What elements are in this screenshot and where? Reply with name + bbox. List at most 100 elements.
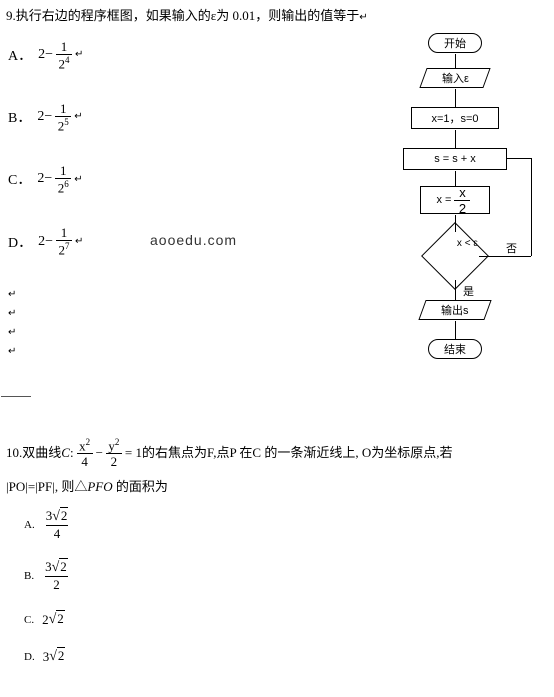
fc-init: x=1，s=0 bbox=[411, 107, 499, 129]
fc-edge bbox=[455, 54, 456, 68]
q9-number: 9. bbox=[6, 8, 16, 23]
fc-end-label: 结束 bbox=[444, 341, 466, 357]
opt-frac: 126 bbox=[55, 164, 71, 194]
q10-frac1: x2 4 bbox=[77, 438, 93, 468]
fc-halve-num: x bbox=[459, 186, 466, 199]
opt-label: A. bbox=[24, 519, 35, 531]
divider-rule bbox=[1, 396, 31, 397]
q10-curve: C bbox=[61, 441, 70, 464]
q10-line2: |PO|=|PF|, 则△PFO 的面积为 bbox=[6, 476, 546, 495]
den: 2 bbox=[53, 578, 60, 591]
num: 1 bbox=[61, 40, 68, 53]
fc-halve: x = x 2 bbox=[420, 186, 490, 214]
opt-frac: 32 4 bbox=[46, 509, 69, 540]
question-10: 10. 双曲线 C : x2 4 − y2 2 = 1 的右焦点为F,点P 在C… bbox=[6, 438, 546, 685]
fc-input-label: 输入ε bbox=[442, 70, 469, 86]
frac2-num: y2 bbox=[108, 438, 119, 452]
radicand: 2 bbox=[60, 507, 69, 523]
num: 32 bbox=[45, 560, 68, 575]
q9-text: 执行右边的程序框图，如果输入的ε为 0.01，则输出的值等于 bbox=[16, 8, 359, 23]
q10-option: B.322 bbox=[24, 560, 546, 591]
return-marker: ↵ bbox=[74, 174, 82, 185]
fc-edge-no bbox=[531, 158, 532, 256]
fc-input: 输入ε bbox=[419, 68, 490, 88]
den: 26 bbox=[58, 180, 69, 194]
expr-prefix: 2− bbox=[37, 171, 52, 187]
fc-edge-no bbox=[479, 256, 531, 257]
q10-option: A. 32 4 bbox=[24, 509, 546, 540]
opt-label: C． bbox=[8, 169, 31, 189]
fc-output-label: 输出s bbox=[441, 302, 469, 318]
expr-prefix: 2− bbox=[38, 234, 53, 250]
opt-frac: 127 bbox=[56, 226, 72, 256]
fc-edge bbox=[455, 130, 456, 148]
sqrt: 2 bbox=[49, 648, 65, 665]
fc-no-label: 否 bbox=[506, 240, 517, 256]
minus: − bbox=[96, 441, 103, 464]
den: 24 bbox=[59, 56, 70, 70]
num: 32 bbox=[46, 509, 69, 524]
frac2-den: 2 bbox=[111, 455, 118, 468]
exp: 2 bbox=[115, 437, 120, 447]
num: 1 bbox=[61, 226, 68, 239]
fc-cond-label: x < ε bbox=[444, 238, 490, 249]
num: 1 bbox=[60, 102, 67, 115]
q10-stem: 10. 双曲线 C : x2 4 − y2 2 = 1 的右焦点为F,点P 在C… bbox=[6, 438, 546, 468]
frac1-den: 4 bbox=[81, 455, 88, 468]
opt-frac: 322 bbox=[45, 560, 68, 591]
watermark: aooedu.com bbox=[150, 232, 237, 248]
radicand: 2 bbox=[56, 610, 65, 626]
sqrt: 2 bbox=[49, 611, 65, 628]
fc-end: 结束 bbox=[428, 339, 482, 359]
den: 4 bbox=[54, 527, 61, 540]
triangle-label: PFO bbox=[87, 479, 112, 494]
fc-edge bbox=[455, 321, 456, 339]
fc-edge bbox=[455, 171, 456, 186]
expr-prefix: 2− bbox=[38, 47, 53, 63]
fc-start: 开始 bbox=[428, 33, 482, 53]
fc-yes-label: 是 bbox=[463, 283, 474, 299]
fc-cond: x < ε bbox=[431, 232, 479, 280]
sqrt: 2 bbox=[52, 509, 68, 524]
radicand: 2 bbox=[59, 558, 68, 574]
eq: = 1 bbox=[125, 441, 142, 464]
num: 1 bbox=[60, 164, 67, 177]
opt-label: D. bbox=[24, 651, 35, 663]
frac1-num: x2 bbox=[79, 438, 90, 452]
fc-halve-frac: x 2 bbox=[454, 186, 470, 215]
q10-frac2: y2 2 bbox=[106, 438, 122, 468]
opt-label: D． bbox=[8, 232, 32, 252]
return-marker: ↵ bbox=[74, 111, 82, 122]
opt-label: C. bbox=[24, 614, 34, 626]
return-marker: ↵ bbox=[75, 236, 83, 247]
fc-halve-den: 2 bbox=[459, 202, 466, 215]
den: 27 bbox=[59, 242, 70, 256]
colon: : bbox=[70, 441, 74, 464]
q10-option: D.32 bbox=[24, 648, 546, 665]
q10-text-a: 双曲线 bbox=[22, 441, 61, 464]
q10-option: C.22 bbox=[24, 611, 546, 628]
opt-label: B． bbox=[8, 107, 31, 127]
q9-stem: 9.执行右边的程序框图，如果输入的ε为 0.01，则输出的值等于↵ bbox=[6, 6, 546, 26]
return-marker: ↵ bbox=[359, 12, 367, 23]
return-marker: ↵ bbox=[75, 49, 83, 60]
fc-sum-label: s = s + x bbox=[434, 153, 476, 165]
exp: 2 bbox=[86, 437, 91, 447]
line2-b: 的面积为 bbox=[113, 479, 168, 494]
opt-label: A． bbox=[8, 45, 32, 65]
q10-text-b: 的右焦点为F,点P 在C 的一条渐近线上, O为坐标原点,若 bbox=[142, 441, 453, 464]
line2-a: |PO|=|PF|, 则△ bbox=[6, 479, 87, 494]
fc-start-label: 开始 bbox=[444, 35, 466, 51]
q10-number: 10. bbox=[6, 441, 22, 464]
fc-sum: s = s + x bbox=[403, 148, 507, 170]
flowchart: 开始 输入ε x=1，s=0 s = s + x x = x 2 x < ε 否… bbox=[370, 33, 550, 373]
fc-edge bbox=[455, 89, 456, 107]
den: 25 bbox=[58, 118, 69, 132]
fc-edge-no bbox=[507, 158, 531, 159]
opt-label: B. bbox=[24, 570, 34, 582]
fc-output: 输出s bbox=[418, 300, 491, 320]
fc-halve-lhs: x = bbox=[437, 194, 452, 206]
expr-prefix: 2− bbox=[37, 109, 52, 125]
radicand: 2 bbox=[57, 647, 66, 663]
sqrt: 2 bbox=[52, 560, 68, 575]
